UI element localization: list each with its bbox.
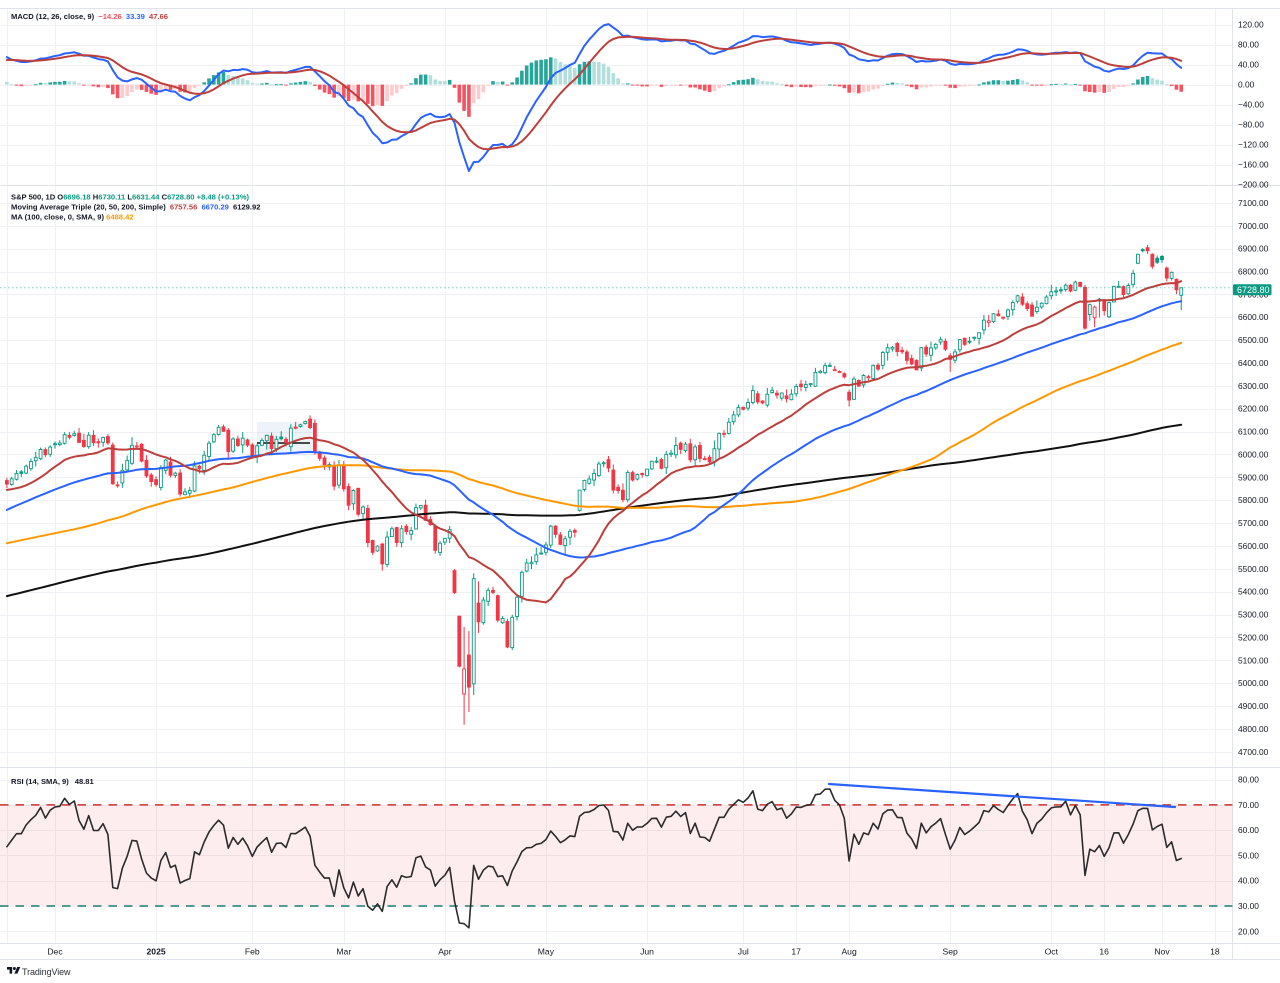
svg-text:Nov: Nov <box>1154 947 1170 957</box>
svg-text:−120.00: −120.00 <box>1238 140 1269 150</box>
svg-text:Feb: Feb <box>245 947 260 957</box>
svg-text:30.00: 30.00 <box>1238 901 1259 911</box>
svg-text:4700.00: 4700.00 <box>1238 747 1269 757</box>
svg-text:Oct: Oct <box>1045 947 1059 957</box>
svg-text:0.00: 0.00 <box>1238 80 1255 90</box>
svg-text:2025: 2025 <box>147 947 166 957</box>
svg-text:6900.00: 6900.00 <box>1238 244 1269 254</box>
svg-text:20.00: 20.00 <box>1238 926 1259 936</box>
svg-text:6500.00: 6500.00 <box>1238 335 1269 345</box>
svg-text:Dec: Dec <box>47 947 63 957</box>
svg-text:6000.00: 6000.00 <box>1238 450 1269 460</box>
svg-text:18: 18 <box>1210 947 1220 957</box>
svg-text:MA (100, close, 0, SMA, 9) 648: MA (100, close, 0, SMA, 9) 6488.42 <box>11 213 134 222</box>
svg-text:Mar: Mar <box>336 947 351 957</box>
svg-text:Aug: Aug <box>841 947 857 957</box>
svg-text:5000.00: 5000.00 <box>1238 678 1269 688</box>
svg-text:60.00: 60.00 <box>1238 825 1259 835</box>
svg-text:4900.00: 4900.00 <box>1238 701 1269 711</box>
svg-text:−40.00: −40.00 <box>1238 100 1264 110</box>
svg-text:40.00: 40.00 <box>1238 60 1259 70</box>
svg-text:5400.00: 5400.00 <box>1238 587 1269 597</box>
svg-text:Jul: Jul <box>738 947 749 957</box>
svg-text:Moving Average Triple (20, 50,: Moving Average Triple (20, 50, 200, Simp… <box>11 203 260 212</box>
svg-text:7100.00: 7100.00 <box>1238 198 1269 208</box>
svg-text:−80.00: −80.00 <box>1238 120 1264 130</box>
svg-text:5700.00: 5700.00 <box>1238 518 1269 528</box>
svg-text:120.00: 120.00 <box>1238 20 1264 30</box>
svg-text:6200.00: 6200.00 <box>1238 404 1269 414</box>
svg-text:80.00: 80.00 <box>1238 40 1259 50</box>
svg-text:MACD (12, 26, close, 9) −14.26: MACD (12, 26, close, 9) −14.26 33.39 47.… <box>11 12 168 21</box>
svg-text:4800.00: 4800.00 <box>1238 724 1269 734</box>
svg-text:16: 16 <box>1099 947 1109 957</box>
svg-text:5200.00: 5200.00 <box>1238 632 1269 642</box>
svg-text:50.00: 50.00 <box>1238 850 1259 860</box>
svg-text:5800.00: 5800.00 <box>1238 495 1269 505</box>
svg-text:6400.00: 6400.00 <box>1238 358 1269 368</box>
svg-text:5500.00: 5500.00 <box>1238 564 1269 574</box>
svg-text:5300.00: 5300.00 <box>1238 610 1269 620</box>
svg-text:Apr: Apr <box>438 947 452 957</box>
svg-text:S&P 500, 1D O6696.18 H6730.11: S&P 500, 1D O6696.18 H6730.11 L6631.44 C… <box>11 193 249 202</box>
svg-text:6300.00: 6300.00 <box>1238 381 1269 391</box>
svg-text:−200.00: −200.00 <box>1238 180 1269 190</box>
svg-text:TradingView: TradingView <box>22 967 71 977</box>
svg-text:40.00: 40.00 <box>1238 876 1259 886</box>
svg-text:6800.00: 6800.00 <box>1238 267 1269 277</box>
svg-text:RSI (14, SMA, 9) 48.81: RSI (14, SMA, 9) 48.81 <box>11 777 94 786</box>
svg-text:Jun: Jun <box>640 947 654 957</box>
svg-text:80.00: 80.00 <box>1238 775 1259 785</box>
svg-text:−160.00: −160.00 <box>1238 160 1269 170</box>
svg-text:May: May <box>538 947 555 957</box>
svg-text:6100.00: 6100.00 <box>1238 427 1269 437</box>
svg-text:6600.00: 6600.00 <box>1238 312 1269 322</box>
svg-text:5600.00: 5600.00 <box>1238 541 1269 551</box>
svg-text:70.00: 70.00 <box>1238 800 1259 810</box>
svg-text:17: 17 <box>791 947 801 957</box>
svg-text:6728.80: 6728.80 <box>1237 285 1270 295</box>
svg-text:5100.00: 5100.00 <box>1238 655 1269 665</box>
svg-text:7000.00: 7000.00 <box>1238 221 1269 231</box>
svg-text:Sep: Sep <box>943 947 959 957</box>
svg-text:5900.00: 5900.00 <box>1238 472 1269 482</box>
